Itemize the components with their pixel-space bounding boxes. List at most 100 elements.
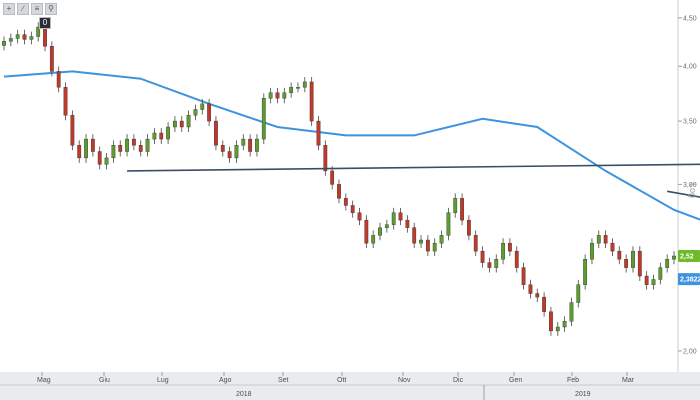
candle-body	[501, 242, 505, 260]
candle-body	[672, 255, 676, 260]
candle-body	[651, 279, 656, 285]
candle-body	[466, 219, 471, 236]
candle-body	[480, 250, 485, 263]
candle-body	[391, 212, 396, 225]
plus-icon[interactable]: +	[3, 3, 15, 15]
candle-body	[261, 98, 266, 140]
candle-body	[77, 145, 82, 159]
candle-body	[419, 239, 423, 244]
candle-body	[138, 145, 143, 152]
y-tick-label: 4,50	[683, 15, 697, 22]
moving-average-line	[3, 70, 700, 221]
candle-body	[364, 219, 369, 244]
candle-body	[56, 71, 61, 88]
last-price-badge-bg	[678, 250, 700, 263]
x-month-label: Lug	[157, 377, 169, 384]
candle-body	[617, 250, 622, 260]
candle-body	[384, 224, 389, 228]
x-year-label: 2018	[236, 391, 252, 398]
trendlines-layer	[127, 163, 700, 198]
candle-body	[159, 132, 164, 140]
candle-body	[84, 138, 88, 159]
candle-body	[330, 170, 335, 185]
candle-body	[282, 92, 287, 99]
candle-body	[207, 103, 212, 122]
candle-body	[131, 138, 136, 146]
candle-body	[255, 138, 259, 152]
candle-body	[179, 120, 184, 128]
candle-body	[22, 34, 27, 40]
candle-body	[569, 302, 574, 322]
candle-body	[241, 138, 246, 146]
x-month-label: Nov	[398, 377, 411, 384]
candle-body	[337, 184, 341, 199]
candle-body	[289, 87, 294, 93]
candle-body	[439, 235, 444, 244]
candlesticks-layer	[2, 22, 676, 336]
candle-body	[97, 151, 102, 165]
candle-body	[15, 34, 20, 39]
candle-body	[590, 242, 594, 260]
candle-body	[425, 239, 430, 252]
candle-body	[624, 259, 629, 268]
candle-body	[473, 235, 478, 252]
candle-body	[494, 259, 499, 268]
candle-body	[268, 92, 273, 99]
candle-body	[63, 87, 68, 116]
lines-icon[interactable]: ≡	[31, 3, 43, 15]
candle-body	[275, 92, 280, 99]
candle-body	[234, 145, 239, 159]
candle-body	[528, 284, 533, 294]
candle-body	[371, 235, 376, 244]
candle-body	[446, 212, 451, 236]
candle-body	[90, 138, 95, 152]
candle-body	[186, 115, 191, 128]
candle-body	[357, 212, 362, 221]
candle-body	[104, 157, 109, 165]
candle-body	[637, 250, 642, 277]
y-tick-label: 4,00	[683, 64, 697, 71]
x-month-label: Feb	[567, 377, 579, 384]
candle-body	[514, 250, 519, 268]
chart-toolbar: + ∕ ≡ ⚲	[3, 3, 57, 15]
candle-body	[603, 235, 608, 244]
candle-body	[152, 132, 157, 140]
candle-body	[658, 267, 663, 280]
candle-body	[302, 81, 307, 88]
candle-body	[200, 103, 205, 110]
candle-body	[248, 138, 253, 152]
candle-body	[535, 293, 540, 298]
pencil-icon[interactable]: ∕	[17, 3, 29, 15]
y-tick-label: 3,00	[683, 182, 697, 189]
candle-body	[227, 151, 232, 159]
candle-body	[665, 259, 670, 268]
zoom-icon[interactable]: ⚲	[45, 3, 57, 15]
candle-body	[125, 138, 129, 152]
candle-body	[412, 227, 417, 244]
candle-body	[111, 145, 116, 159]
candle-body	[70, 115, 75, 146]
candle-body	[8, 38, 13, 42]
candle-body	[487, 262, 492, 268]
candle-body	[460, 198, 464, 221]
x-month-label: Dic	[453, 377, 464, 384]
x-month-label: Mag	[37, 377, 51, 384]
ma-value-badge: 2,3822	[680, 277, 700, 284]
candle-body	[309, 81, 314, 122]
candle-body	[398, 212, 403, 221]
y-axis: 4,504,003,503,002,502,002,522,3822	[678, 15, 700, 355]
moving-average-layer	[3, 70, 700, 221]
candle-body	[596, 235, 601, 244]
candle-body	[214, 120, 218, 146]
candle-body	[316, 120, 321, 146]
x-axis-band	[0, 372, 700, 400]
scale-label[interactable]: Log	[688, 183, 698, 198]
indicator-badge[interactable]: 0	[39, 17, 51, 29]
x-year-label: 2019	[575, 391, 591, 398]
last-price-badge: 2,52	[680, 254, 694, 261]
candle-body	[350, 205, 355, 213]
x-month-label: Ago	[219, 377, 232, 384]
candle-body	[576, 284, 581, 303]
candle-body	[296, 87, 300, 89]
